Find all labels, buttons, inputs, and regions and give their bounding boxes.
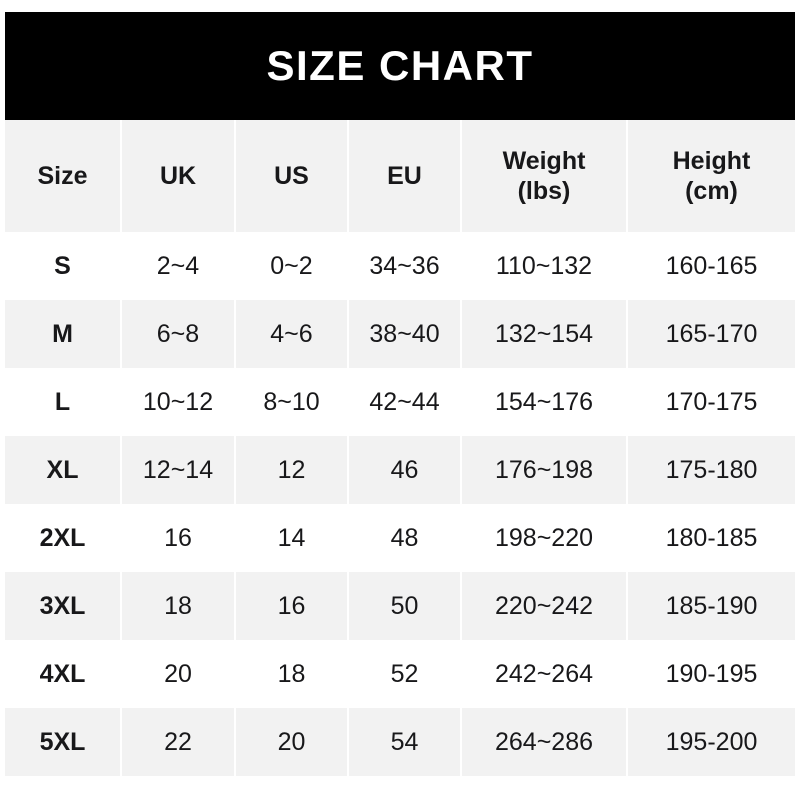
size-chart-table: Size UK US EU Weight (lbs) Height (cm) bbox=[5, 120, 795, 776]
table-row: 3XL 18 16 50 220~242 185-190 bbox=[5, 572, 795, 640]
table-row: L 10~12 8~10 42~44 154~176 170-175 bbox=[5, 368, 795, 436]
table-row: S 2~4 0~2 34~36 110~132 160-165 bbox=[5, 232, 795, 300]
table-row: M 6~8 4~6 38~40 132~154 165-170 bbox=[5, 300, 795, 368]
cell-height: 180-185 bbox=[627, 504, 795, 572]
cell-us: 20 bbox=[235, 708, 349, 776]
cell-size: XL bbox=[5, 436, 122, 504]
cell-size: S bbox=[5, 232, 122, 300]
cell-uk: 12~14 bbox=[121, 436, 236, 504]
cell-uk: 6~8 bbox=[121, 300, 236, 368]
cell-height: 165-170 bbox=[627, 300, 795, 368]
table-row: 5XL 22 20 54 264~286 195-200 bbox=[5, 708, 795, 776]
cell-height: 195-200 bbox=[627, 708, 795, 776]
column-header-eu: EU bbox=[348, 120, 462, 232]
cell-eu: 46 bbox=[348, 436, 462, 504]
cell-weight: 132~154 bbox=[461, 300, 628, 368]
cell-size: L bbox=[5, 368, 122, 436]
cell-us: 16 bbox=[235, 572, 349, 640]
cell-uk: 20 bbox=[121, 640, 236, 708]
column-header-weight-line2: (lbs) bbox=[517, 177, 571, 205]
cell-eu: 54 bbox=[348, 708, 462, 776]
cell-weight: 154~176 bbox=[461, 368, 628, 436]
table-row: 4XL 20 18 52 242~264 190-195 bbox=[5, 640, 795, 708]
cell-uk: 16 bbox=[121, 504, 236, 572]
table-header: Size UK US EU Weight (lbs) Height (cm) bbox=[5, 120, 795, 232]
cell-weight: 242~264 bbox=[461, 640, 628, 708]
cell-height: 190-195 bbox=[627, 640, 795, 708]
cell-height: 160-165 bbox=[627, 232, 795, 300]
cell-uk: 2~4 bbox=[121, 232, 236, 300]
column-header-eu-line1: EU bbox=[387, 161, 422, 190]
cell-uk: 10~12 bbox=[121, 368, 236, 436]
cell-us: 0~2 bbox=[235, 232, 349, 300]
column-header-weight: Weight (lbs) bbox=[461, 120, 628, 232]
cell-weight: 198~220 bbox=[461, 504, 628, 572]
cell-height: 185-190 bbox=[627, 572, 795, 640]
column-header-weight-line1: Weight bbox=[502, 146, 586, 175]
column-header-us: US bbox=[235, 120, 349, 232]
cell-eu: 42~44 bbox=[348, 368, 462, 436]
column-header-us-line1: US bbox=[274, 161, 309, 190]
cell-eu: 50 bbox=[348, 572, 462, 640]
column-header-size-line1: Size bbox=[37, 161, 88, 190]
cell-eu: 52 bbox=[348, 640, 462, 708]
cell-size: 5XL bbox=[5, 708, 122, 776]
cell-height: 175-180 bbox=[627, 436, 795, 504]
column-header-size: Size bbox=[5, 120, 122, 232]
cell-eu: 48 bbox=[348, 504, 462, 572]
page-title: SIZE CHART bbox=[266, 42, 534, 89]
column-header-height: Height (cm) bbox=[627, 120, 795, 232]
cell-us: 18 bbox=[235, 640, 349, 708]
table-body: S 2~4 0~2 34~36 110~132 160-165 M 6~8 4~… bbox=[5, 232, 795, 776]
cell-us: 4~6 bbox=[235, 300, 349, 368]
cell-weight: 176~198 bbox=[461, 436, 628, 504]
table-row: XL 12~14 12 46 176~198 175-180 bbox=[5, 436, 795, 504]
cell-us: 8~10 bbox=[235, 368, 349, 436]
cell-weight: 110~132 bbox=[461, 232, 628, 300]
title-banner: SIZE CHART bbox=[5, 12, 795, 120]
cell-size: 4XL bbox=[5, 640, 122, 708]
cell-us: 14 bbox=[235, 504, 349, 572]
cell-size: M bbox=[5, 300, 122, 368]
cell-uk: 22 bbox=[121, 708, 236, 776]
cell-height: 170-175 bbox=[627, 368, 795, 436]
cell-size: 2XL bbox=[5, 504, 122, 572]
column-header-height-line2: (cm) bbox=[685, 177, 738, 205]
cell-eu: 38~40 bbox=[348, 300, 462, 368]
table-header-row: Size UK US EU Weight (lbs) Height (cm) bbox=[5, 120, 795, 232]
column-header-uk: UK bbox=[121, 120, 236, 232]
cell-weight: 220~242 bbox=[461, 572, 628, 640]
cell-weight: 264~286 bbox=[461, 708, 628, 776]
cell-uk: 18 bbox=[121, 572, 236, 640]
column-header-uk-line1: UK bbox=[159, 161, 197, 190]
table-row: 2XL 16 14 48 198~220 180-185 bbox=[5, 504, 795, 572]
cell-eu: 34~36 bbox=[348, 232, 462, 300]
column-header-height-line1: Height bbox=[672, 146, 751, 175]
cell-us: 12 bbox=[235, 436, 349, 504]
cell-size: 3XL bbox=[5, 572, 122, 640]
